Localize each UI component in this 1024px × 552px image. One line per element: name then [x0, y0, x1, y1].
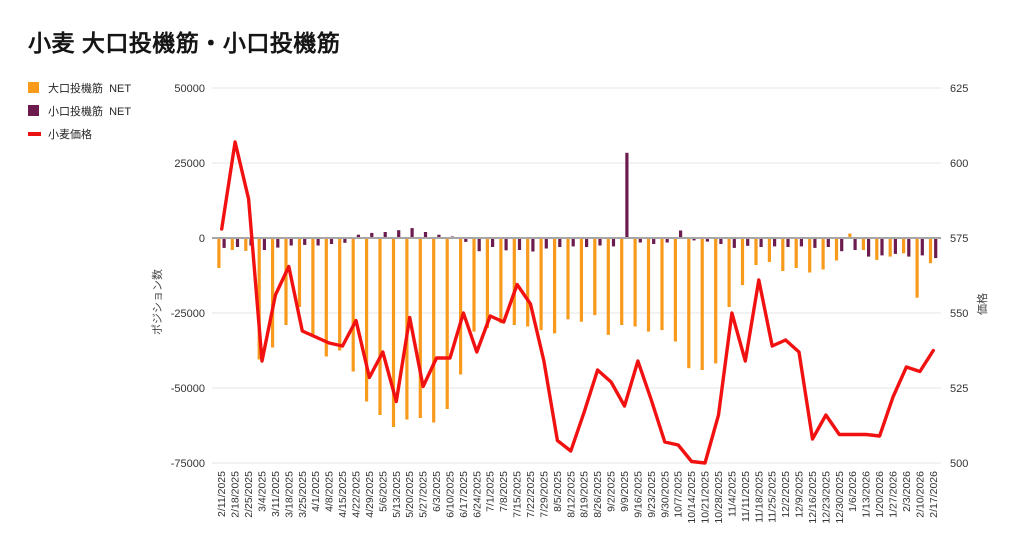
svg-text:500: 500 — [950, 458, 968, 470]
legend-item-price[interactable]: 小麦価格 — [28, 122, 131, 145]
svg-text:2/10/2026: 2/10/2026 — [914, 471, 926, 518]
svg-text:-25000: -25000 — [171, 308, 205, 320]
svg-text:-50000: -50000 — [171, 383, 205, 395]
svg-text:10/28/2025: 10/28/2025 — [713, 471, 725, 524]
large-net-bars — [217, 233, 933, 427]
svg-text:7/8/2025: 7/8/2025 — [498, 471, 510, 512]
left-axis-title: ポジション数 — [152, 269, 164, 335]
svg-text:9/16/2025: 9/16/2025 — [632, 471, 644, 518]
svg-text:4/22/2025: 4/22/2025 — [351, 471, 363, 518]
svg-text:2/11/2025: 2/11/2025 — [216, 471, 228, 517]
svg-text:600: 600 — [950, 158, 968, 170]
grid-lines — [212, 87, 941, 464]
svg-text:1/6/2026: 1/6/2026 — [847, 471, 859, 512]
svg-text:8/26/2025: 8/26/2025 — [592, 471, 604, 518]
svg-text:5/6/2025: 5/6/2025 — [377, 471, 389, 512]
svg-text:2/25/2025: 2/25/2025 — [243, 471, 255, 518]
svg-text:7/22/2025: 7/22/2025 — [525, 471, 537, 518]
legend-label: 小口投機筋 NET — [48, 105, 132, 118]
svg-text:8/19/2025: 8/19/2025 — [579, 471, 591, 518]
legend-item-small-net[interactable]: 小口投機筋 NET — [28, 99, 131, 122]
svg-text:1/27/2026: 1/27/2026 — [888, 471, 900, 518]
svg-text:50000: 50000 — [174, 83, 205, 95]
svg-text:25000: 25000 — [174, 158, 205, 170]
svg-text:2/18/2025: 2/18/2025 — [230, 471, 242, 518]
svg-text:11/4/2025: 11/4/2025 — [726, 471, 738, 517]
svg-text:11/18/2025: 11/18/2025 — [753, 471, 765, 523]
svg-text:10/14/2025: 10/14/2025 — [686, 471, 698, 524]
svg-text:550: 550 — [950, 308, 968, 320]
legend-item-large-net[interactable]: 大口投機筋 NET — [28, 76, 131, 99]
svg-text:8/12/2025: 8/12/2025 — [565, 471, 577, 518]
svg-text:3/11/2025: 3/11/2025 — [270, 471, 282, 517]
large-net-swatch-icon — [28, 82, 39, 93]
left-axis-tick-labels: 50000 25000 0 -25000 -50000 -75000 — [171, 83, 205, 470]
svg-text:4/29/2025: 4/29/2025 — [364, 471, 376, 518]
svg-text:9/2/2025: 9/2/2025 — [606, 471, 618, 512]
svg-text:12/16/2025: 12/16/2025 — [807, 471, 819, 524]
svg-text:7/29/2025: 7/29/2025 — [538, 471, 550, 518]
svg-text:8/5/2025: 8/5/2025 — [552, 471, 564, 512]
svg-text:-75000: -75000 — [171, 458, 205, 470]
svg-text:575: 575 — [950, 233, 968, 245]
svg-text:7/15/2025: 7/15/2025 — [512, 471, 524, 518]
svg-text:2/3/2026: 2/3/2026 — [901, 471, 913, 512]
svg-text:10/7/2025: 10/7/2025 — [673, 471, 685, 518]
svg-text:5/27/2025: 5/27/2025 — [418, 471, 430, 518]
svg-text:11/25/2025: 11/25/2025 — [767, 471, 779, 523]
price-line — [219, 140, 935, 465]
svg-text:4/1/2025: 4/1/2025 — [310, 471, 322, 512]
svg-text:9/23/2025: 9/23/2025 — [646, 471, 658, 518]
svg-text:1/20/2026: 1/20/2026 — [874, 471, 886, 518]
svg-text:6/17/2025: 6/17/2025 — [458, 471, 470, 518]
svg-text:7/1/2025: 7/1/2025 — [485, 471, 497, 512]
svg-text:12/30/2025: 12/30/2025 — [834, 471, 846, 524]
svg-text:9/9/2025: 9/9/2025 — [619, 471, 631, 512]
small-net-swatch-icon — [28, 105, 39, 116]
small-net-bars — [222, 152, 938, 259]
svg-text:11/11/2025: 11/11/2025 — [740, 471, 752, 522]
svg-text:1/13/2026: 1/13/2026 — [861, 471, 873, 518]
svg-text:525: 525 — [950, 383, 968, 395]
svg-text:12/9/2025: 12/9/2025 — [794, 471, 806, 518]
legend-label: 大口投機筋 NET — [48, 82, 132, 95]
price-swatch-icon — [28, 131, 41, 136]
svg-text:5/13/2025: 5/13/2025 — [391, 471, 403, 518]
legend-label: 小麦価格 — [48, 128, 92, 141]
svg-text:6/24/2025: 6/24/2025 — [471, 471, 483, 518]
svg-text:5/20/2025: 5/20/2025 — [404, 471, 416, 518]
svg-text:4/15/2025: 4/15/2025 — [337, 471, 349, 518]
svg-text:10/21/2025: 10/21/2025 — [700, 471, 712, 524]
svg-text:625: 625 — [950, 83, 968, 95]
svg-text:12/2/2025: 12/2/2025 — [780, 471, 792, 518]
svg-text:4/8/2025: 4/8/2025 — [324, 471, 336, 512]
svg-text:3/25/2025: 3/25/2025 — [297, 471, 309, 518]
svg-text:6/3/2025: 6/3/2025 — [431, 471, 443, 512]
svg-text:3/18/2025: 3/18/2025 — [283, 471, 295, 518]
svg-text:3/4/2025: 3/4/2025 — [257, 471, 269, 512]
svg-text:12/23/2025: 12/23/2025 — [820, 471, 832, 524]
svg-text:0: 0 — [199, 233, 205, 245]
svg-text:9/30/2025: 9/30/2025 — [659, 471, 671, 518]
right-axis-title: 価格 — [977, 293, 989, 315]
svg-text:2/17/2026: 2/17/2026 — [928, 471, 940, 518]
chart-title: 小麦 大口投機筋・小口投機筋 — [28, 30, 341, 56]
right-axis-tick-labels: 625 600 575 550 525 500 — [950, 83, 968, 470]
svg-text:6/10/2025: 6/10/2025 — [445, 471, 457, 518]
x-axis-labels: 2/11/2025 2/18/2025 2/25/2025 3/4/2025 3/11/… — [216, 471, 940, 524]
legend: 大口投機筋 NET 小口投機筋 NET 小麦価格 — [28, 76, 131, 145]
